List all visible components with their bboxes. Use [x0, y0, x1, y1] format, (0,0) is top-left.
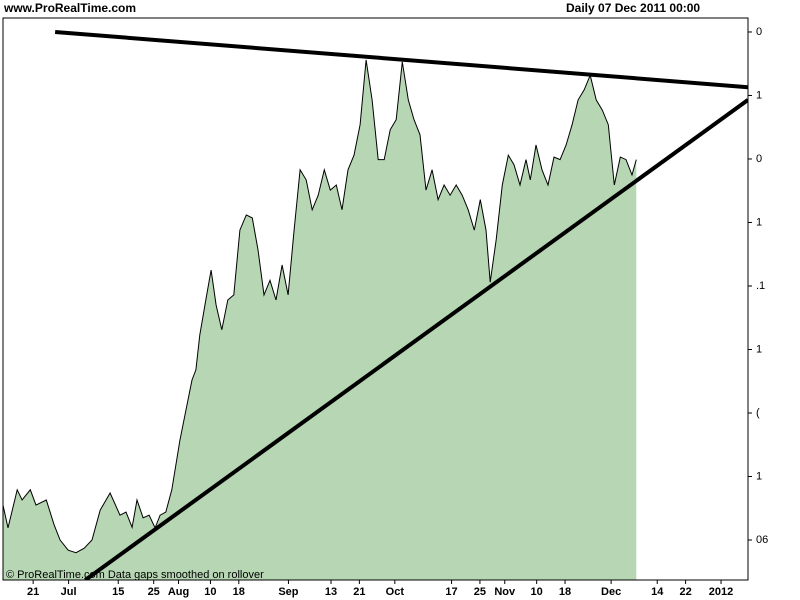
x-tick-label: 15: [112, 586, 124, 598]
y-tick-label: 06: [756, 534, 768, 546]
y-tick-label: 1: [756, 216, 762, 228]
x-tick-label: Oct: [386, 586, 405, 598]
area-fill: [3, 59, 637, 580]
price-line: [2, 59, 637, 554]
x-tick-label: Nov: [494, 586, 516, 598]
x-tick-label: 25: [474, 586, 486, 598]
x-tick-label: Jul: [61, 586, 77, 598]
y-tick-label: 1: [756, 470, 762, 482]
x-tick-label: 2012: [709, 586, 733, 598]
x-tick-label: 13: [325, 586, 337, 598]
y-tick-label: .1: [756, 280, 765, 292]
site-title: www.ProRealTime.com: [3, 1, 136, 15]
chart-subtitle: Daily 07 Dec 2011 00:00: [566, 1, 700, 15]
y-tick-label: 1: [756, 343, 762, 355]
footer-note: © ProRealTime.com Data gaps smoothed on …: [6, 569, 264, 581]
x-tick-label: Sep: [278, 586, 298, 598]
x-tick-label: 21: [27, 586, 39, 598]
plot-area: [2, 59, 637, 580]
x-tick-label: 21: [353, 586, 365, 598]
plot-frame: [2, 17, 749, 581]
x-tick-label: 10: [531, 586, 543, 598]
x-tick-label: 22: [679, 586, 691, 598]
x-tick-label: Aug: [168, 586, 189, 598]
x-tick-label: 10: [204, 586, 216, 598]
x-tick-label: 17: [445, 586, 457, 598]
trendline: [54, 29, 748, 90]
x-tick-label: 25: [148, 586, 160, 598]
x-tick-label: 14: [651, 586, 664, 598]
x-tick-label: Dec: [601, 586, 621, 598]
x-tick-label: 18: [559, 586, 571, 598]
trendline: [84, 98, 748, 580]
x-tick-label: 18: [233, 586, 245, 598]
y-tick-label: (: [756, 407, 760, 419]
y-tick-label: 1: [756, 89, 762, 101]
y-tick-label: 0: [756, 153, 762, 165]
y-tick-label: 0: [756, 26, 762, 38]
